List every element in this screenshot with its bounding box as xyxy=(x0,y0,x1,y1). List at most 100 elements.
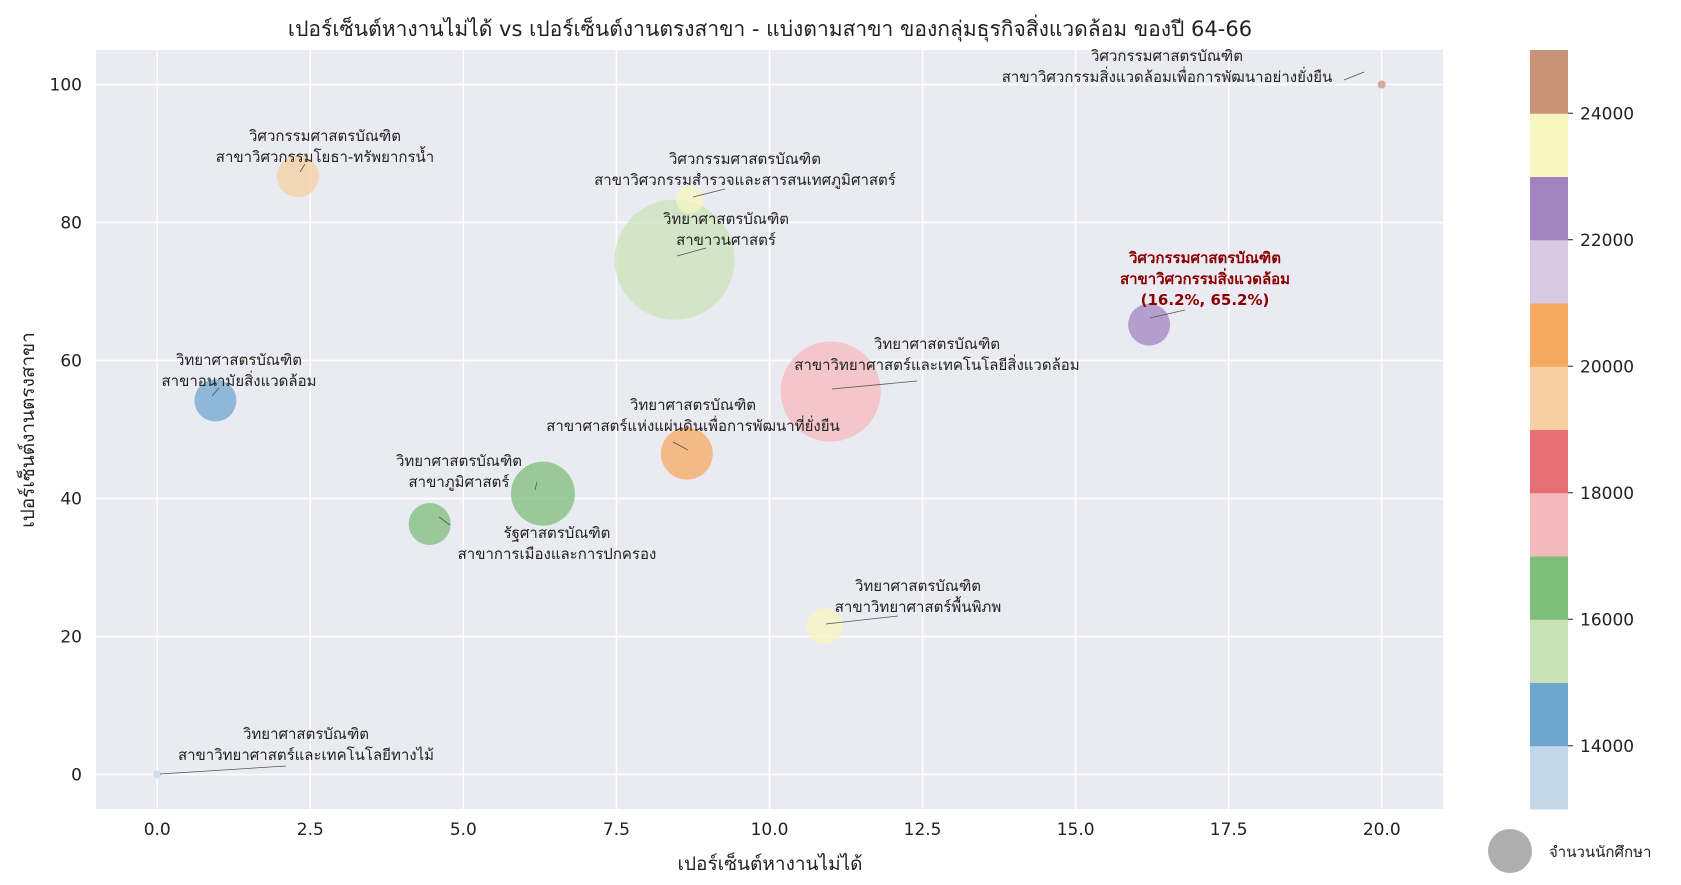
annotation-leader xyxy=(825,615,899,625)
annotation-line1: รัฐศาสตรบัณฑิต xyxy=(504,524,611,542)
x-tick-label: 5.0 xyxy=(450,820,477,840)
annotation-line1: วิทยาศาสตรบัณฑิต xyxy=(395,452,522,470)
annotation-line2: สาขาการเมืองและการปกครอง xyxy=(458,545,657,563)
annotation-leader xyxy=(1343,71,1365,81)
data-point xyxy=(780,341,881,442)
y-tick-label: 0 xyxy=(71,766,82,786)
annotation-line2: สาขาวิทยาศาสตร์และเทคโนโลยีทางไม้ xyxy=(178,746,434,764)
annotation-leader xyxy=(692,188,726,198)
annotation-line2: สาขาวิศวกรรมสิ่งแวดล้อม xyxy=(1120,268,1290,288)
bubbles xyxy=(153,80,1386,779)
annotation-line1: วิทยาศาสตรบัณฑิต xyxy=(854,577,981,595)
colorbar-segment xyxy=(1530,745,1568,810)
size-legend-marker xyxy=(1488,829,1532,873)
x-tick-label: 20.0 xyxy=(1363,820,1401,840)
colorbar-tick-label: 22000 xyxy=(1580,231,1634,251)
data-point xyxy=(675,185,704,214)
chart-title: เปอร์เซ็นต์หางานไม่ได้ vs เปอร์เซ็นต์งาน… xyxy=(288,14,1252,42)
colorbar-segment xyxy=(1530,176,1568,241)
annotation-line2: สาขาวิศวกรรมสำรวจและสารสนเทศภูมิศาสตร์ xyxy=(594,171,896,189)
annotation-leader xyxy=(159,765,287,775)
annotation-leader xyxy=(299,163,306,173)
annotations: วิศวกรรมศาสตรบัณฑิตสาขาวิศวกรรมสิ่งแวดล้… xyxy=(159,47,1365,775)
colorbar-tick-label: 16000 xyxy=(1580,610,1634,630)
colorbar-segment xyxy=(1530,492,1568,557)
data-point xyxy=(153,770,162,779)
annotation-line1: วิศวกรรมศาสตรบัณฑิต xyxy=(1128,249,1281,267)
x-tick-labels: 0.0 2.5 5.0 7.5 10.0 12.5 15.0 17.5 20.0 xyxy=(144,820,1401,840)
annotation-line2: สาขาวิศวกรรมโยธา-ทรัพยากรน้ำ xyxy=(216,146,434,166)
annotation: วิศวกรรมศาสตรบัณฑิตสาขาวิศวกรรมสำรวจและส… xyxy=(594,150,896,198)
annotation-line1: วิทยาศาสตรบัณฑิต xyxy=(873,335,1000,353)
annotation-leader xyxy=(672,441,689,451)
colorbar-segment xyxy=(1530,619,1568,683)
colorbar-segment xyxy=(1530,366,1568,430)
annotation: วิศวกรรมศาสตรบัณฑิตสาขาวิศวกรรมสิ่งแวดล้… xyxy=(1120,249,1290,319)
y-tick-label: 80 xyxy=(60,214,82,234)
y-axis-label: เปอร์เซ็นต์งานตรงสาขา xyxy=(15,332,39,528)
y-tick-label: 60 xyxy=(60,352,82,372)
annotation-leader xyxy=(438,516,451,526)
annotation-leader xyxy=(831,380,918,390)
colorbar-segment xyxy=(1530,113,1568,177)
data-point xyxy=(660,427,713,480)
annotation-leader xyxy=(534,481,538,491)
y-tick-label: 40 xyxy=(60,490,82,510)
annotation-line1: วิทยาศาสตรบัณฑิต xyxy=(175,351,302,369)
x-tick-label: 15.0 xyxy=(1057,820,1095,840)
colorbar-segment xyxy=(1530,429,1568,494)
annotation-leader xyxy=(676,247,707,257)
x-tick-label: 0.0 xyxy=(144,820,171,840)
annotation-line1: วิศวกรรมศาสตรบัณฑิต xyxy=(1090,47,1243,65)
annotation: วิศวกรรมศาสตรบัณฑิตสาขาวิศวกรรมสิ่งแวดล้… xyxy=(1002,47,1365,86)
colorbar-tick-label: 24000 xyxy=(1580,104,1634,124)
annotation: วิทยาศาสตรบัณฑิตสาขาวิทยาศาสตร์และเทคโนโ… xyxy=(794,335,1080,390)
x-tick-label: 10.0 xyxy=(751,820,789,840)
annotation: วิทยาศาสตรบัณฑิตสาขาศาสตร์แห่งแผ่นดินเพื… xyxy=(546,396,840,451)
size-legend-label: จำนวนนักศึกษา xyxy=(1549,843,1651,861)
data-point xyxy=(510,461,575,526)
annotation-leader xyxy=(1149,309,1186,319)
colorbar-tick-label: 14000 xyxy=(1580,737,1634,757)
annotation-line2: สาขาวิทยาศาสตร์และเทคโนโลยีสิ่งแวดล้อม xyxy=(794,354,1079,374)
annotation-line2: สาขาวิศวกรรมสิ่งแวดล้อมเพื่อการพัฒนาอย่า… xyxy=(1002,66,1333,86)
data-point xyxy=(806,608,843,645)
data-point xyxy=(614,199,735,320)
annotation: วิศวกรรมศาสตรบัณฑิตสาขาวิศวกรรมโยธา-ทรัพ… xyxy=(216,127,434,173)
annotation-line1: วิทยาศาสตรบัณฑิต xyxy=(629,396,756,414)
grid xyxy=(96,50,1443,809)
data-point xyxy=(1128,303,1171,346)
colorbar-tick-label: 20000 xyxy=(1580,357,1634,377)
annotation-line1: วิทยาศาสตรบัณฑิต xyxy=(242,725,369,743)
colorbar-segment xyxy=(1530,239,1568,304)
annotation-line1: วิศวกรรมศาสตรบัณฑิต xyxy=(668,150,821,168)
colorbar-segment xyxy=(1530,303,1568,367)
data-point xyxy=(408,503,451,546)
colorbar-segment xyxy=(1530,556,1568,620)
annotation-line2: สาขาอนามัยสิ่งแวดล้อม xyxy=(161,370,316,390)
colorbar-segment xyxy=(1530,50,1568,114)
annotation-line1: วิทยาศาสตรบัณฑิต xyxy=(662,210,789,228)
annotation-leader xyxy=(211,387,220,397)
x-tick-label: 2.5 xyxy=(297,820,324,840)
data-point xyxy=(194,379,237,422)
y-tick-label: 100 xyxy=(50,76,82,96)
colorbar-tick-label: 18000 xyxy=(1580,484,1634,504)
annotation-line3: (16.2%, 65.2%) xyxy=(1141,291,1270,309)
data-point xyxy=(277,155,320,198)
data-point xyxy=(1377,80,1386,89)
annotation-line1: วิศวกรรมศาสตรบัณฑิต xyxy=(248,127,401,145)
colorbar: 14000 16000 18000 20000 22000 24000 xyxy=(1530,50,1634,810)
x-axis-label: เปอร์เซ็นต์หางานไม่ได้ xyxy=(678,851,863,875)
annotation-line2: สาขาวิทยาศาสตร์พื้นพิภพ xyxy=(835,596,1001,616)
colorbar-segment xyxy=(1530,682,1568,747)
y-tick-label: 20 xyxy=(60,628,82,648)
annotation: วิทยาศาสตรบัณฑิตสาขาวิทยาศาสตร์และเทคโนโ… xyxy=(159,725,434,775)
y-tick-labels: 0 20 40 60 80 100 xyxy=(50,76,82,786)
